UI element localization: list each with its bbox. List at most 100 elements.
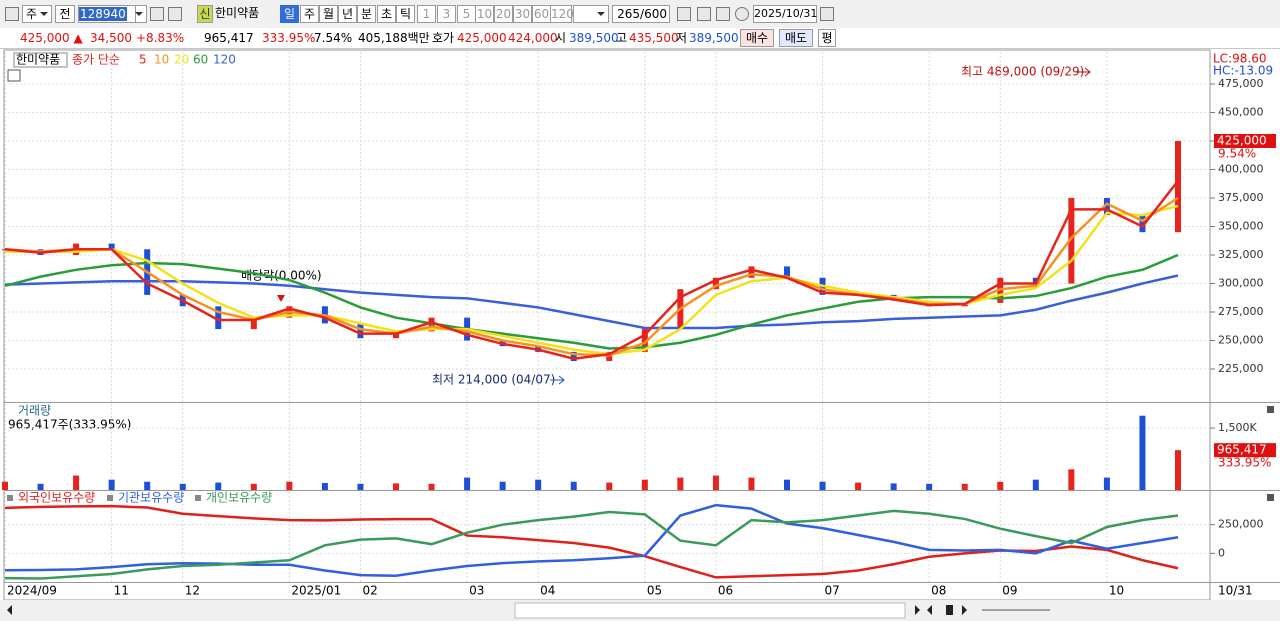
minute-button[interactable]: 5 bbox=[457, 5, 476, 23]
legend-entry: 60 bbox=[193, 53, 208, 67]
interval-button[interactable]: 일 bbox=[280, 5, 299, 23]
volume-bar bbox=[961, 483, 968, 490]
last-volume-box bbox=[1214, 443, 1276, 458]
y-tick-label: 250,000 bbox=[1218, 333, 1264, 346]
sound-icon[interactable] bbox=[168, 7, 182, 21]
x-tick-label: 12 bbox=[185, 584, 200, 598]
candle bbox=[1175, 140, 1181, 233]
minute-button[interactable]: 3 bbox=[437, 5, 456, 23]
volume-bar bbox=[570, 481, 577, 490]
quote-bar bbox=[0, 28, 1280, 49]
volume-bar bbox=[37, 483, 44, 490]
candle bbox=[1139, 215, 1146, 233]
holding-line bbox=[4, 509, 1179, 580]
legend-entry: 20 bbox=[174, 53, 189, 67]
volume-bar bbox=[108, 479, 115, 490]
volume-bar bbox=[357, 483, 364, 490]
panel-close[interactable] bbox=[1267, 494, 1274, 501]
settings-icon[interactable] bbox=[735, 7, 749, 21]
minute-button[interactable]: 20 bbox=[494, 5, 513, 23]
date-box[interactable]: 2025/10/31 bbox=[753, 5, 817, 23]
interval-button[interactable]: 분 bbox=[357, 5, 376, 23]
volume-bar bbox=[286, 481, 293, 490]
interval-button[interactable]: 주 bbox=[300, 5, 319, 23]
search-icon[interactable] bbox=[150, 7, 164, 21]
dividend-annotation: 배당락(0.00%) bbox=[241, 269, 322, 283]
buy-button[interactable]: 매수 bbox=[740, 29, 774, 47]
x-tick-label: 2025/01 bbox=[291, 584, 341, 598]
quote-price: 425,000 ▲ bbox=[20, 31, 83, 45]
volume-title: 거래량 bbox=[18, 404, 51, 418]
volume-bar bbox=[819, 481, 826, 490]
calendar-icon[interactable] bbox=[820, 7, 834, 21]
volume-bar bbox=[1103, 477, 1110, 490]
minute-button[interactable]: 120 bbox=[550, 5, 574, 23]
volume-bar bbox=[428, 483, 435, 490]
x-tick-label: 07 bbox=[825, 584, 840, 598]
x-tick-label: 06 bbox=[718, 584, 733, 598]
volume-bar bbox=[393, 483, 399, 490]
interval-button[interactable]: 월 bbox=[319, 5, 338, 23]
candle bbox=[215, 306, 222, 330]
quote-amount: 405,188백만 bbox=[358, 31, 430, 45]
y-tick-label: 475,000 bbox=[1218, 77, 1264, 90]
volume-bar bbox=[1068, 469, 1075, 490]
volume-bar bbox=[73, 475, 80, 490]
legend-swatch bbox=[7, 495, 13, 501]
y-tick-label: 275,000 bbox=[1218, 305, 1264, 318]
x-tick-label: 04 bbox=[540, 584, 555, 598]
legend-entry: 10 bbox=[154, 53, 169, 67]
minute-button[interactable]: 60 bbox=[532, 5, 551, 23]
minute-button[interactable]: 10 bbox=[475, 5, 494, 23]
low: 389,500 bbox=[689, 31, 739, 45]
y-tick-label: 225,000 bbox=[1218, 362, 1264, 375]
volume-bar bbox=[677, 477, 684, 490]
interval-button[interactable]: 초 bbox=[377, 5, 396, 23]
scroll-thumb[interactable] bbox=[514, 602, 906, 619]
minute-button[interactable]: 30 bbox=[513, 5, 532, 23]
prev-button[interactable]: 전 bbox=[55, 5, 75, 23]
volume-bar bbox=[464, 477, 471, 490]
open: 389,500 bbox=[569, 31, 619, 45]
stock-name: 한미약품 bbox=[215, 6, 260, 20]
save-icon[interactable] bbox=[716, 7, 730, 21]
volume-bar bbox=[784, 479, 790, 490]
candle bbox=[641, 329, 648, 352]
minute-button[interactable]: 1 bbox=[417, 5, 436, 23]
sell-button[interactable]: 매도 bbox=[779, 29, 813, 47]
last-volume-label: 965,417 bbox=[1217, 443, 1267, 457]
minute-select[interactable] bbox=[573, 5, 609, 23]
volume-bar bbox=[712, 475, 719, 490]
high: 435,500 bbox=[629, 31, 679, 45]
avg-button[interactable]: 평 bbox=[818, 29, 836, 47]
code-dropdown[interactable] bbox=[135, 5, 147, 23]
ma-line bbox=[5, 204, 1179, 356]
legend-entry: 외국인보유수량 bbox=[18, 491, 95, 505]
x-end-label: 10/31 bbox=[1218, 584, 1253, 598]
menu-icon[interactable] bbox=[5, 7, 19, 21]
interval-button[interactable]: 년 bbox=[338, 5, 357, 23]
last-volume-pct: 333.95% bbox=[1218, 456, 1271, 470]
y-tick-label: 350,000 bbox=[1218, 219, 1264, 232]
volume-bar bbox=[855, 482, 862, 490]
panel-close[interactable] bbox=[1267, 406, 1274, 413]
period-select[interactable]: 주 bbox=[22, 5, 52, 23]
high-annotation: 최고 489,000 (09/29) bbox=[961, 65, 1084, 79]
tool-icon[interactable] bbox=[697, 7, 711, 21]
y-tick-label: 450,000 bbox=[1218, 105, 1264, 118]
candle bbox=[748, 266, 755, 278]
candle bbox=[784, 266, 790, 278]
tool-icon[interactable] bbox=[677, 7, 691, 21]
interval-button[interactable]: 틱 bbox=[396, 5, 415, 23]
candle bbox=[570, 351, 577, 362]
count-box[interactable]: 265/600 bbox=[612, 5, 670, 23]
candle bbox=[712, 277, 719, 290]
holding-line bbox=[4, 503, 1179, 577]
volume-bar bbox=[1175, 450, 1181, 490]
volume-bar bbox=[926, 483, 933, 490]
y-tick-label: 250,000 bbox=[1218, 518, 1264, 531]
code-input[interactable]: 128940 bbox=[78, 5, 136, 23]
legend-entry: 기관보유수량 bbox=[118, 491, 184, 505]
